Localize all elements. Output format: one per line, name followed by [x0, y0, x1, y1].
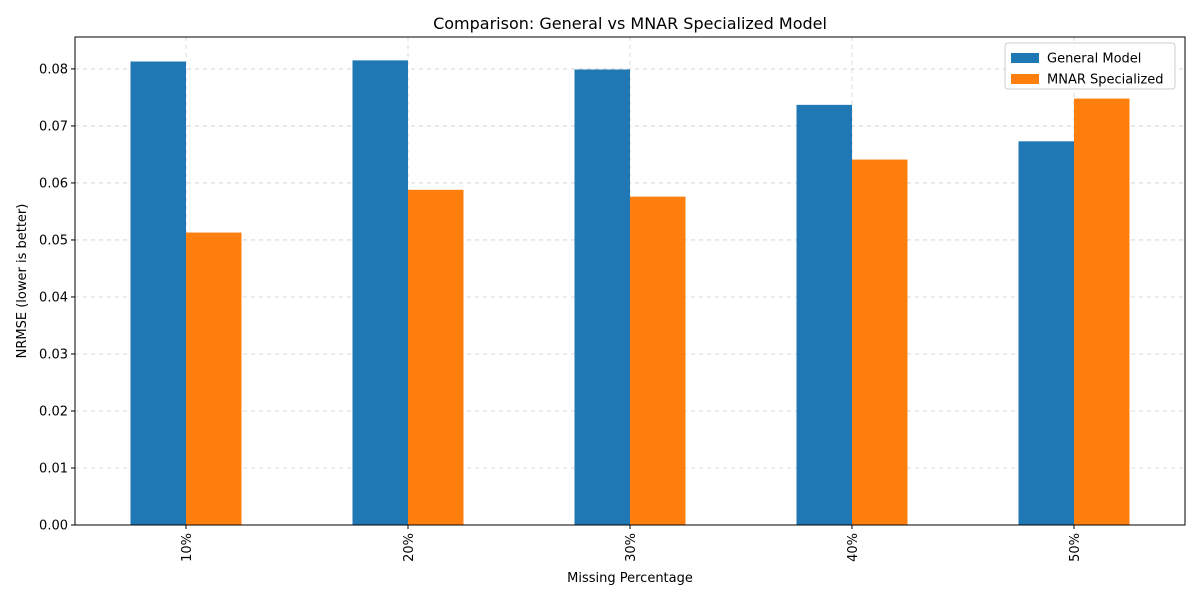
y-axis-label: NRMSE (lower is better) [15, 204, 30, 359]
x-tick-label: 10% [180, 533, 195, 562]
bar-mnar-specialized [408, 189, 464, 526]
x-tick-label: 50% [1068, 533, 1083, 562]
y-tick-label: 0.00 [39, 519, 68, 534]
x-tick-label: 20% [402, 533, 417, 562]
y-tick-label: 0.01 [39, 461, 68, 476]
legend-swatch [1011, 74, 1039, 84]
x-tick-label: 40% [846, 533, 861, 562]
legend-label: General Model [1047, 52, 1141, 67]
y-tick-label: 0.08 [39, 62, 68, 77]
bar-mnar-specialized [852, 159, 908, 525]
bar-general-model [796, 104, 852, 525]
y-tick-label: 0.07 [39, 119, 68, 134]
x-axis-label: Missing Percentage [567, 571, 693, 586]
bar-mnar-specialized [1074, 98, 1130, 525]
y-tick-label: 0.03 [39, 347, 68, 362]
bars [130, 60, 1130, 526]
bar-general-model [130, 61, 186, 526]
legend-box [1004, 42, 1176, 90]
x-axis-ticks: 10% 20% 30% 40% 50% [180, 525, 1083, 562]
y-tick-label: 0.02 [39, 404, 68, 419]
bar-mnar-specialized [630, 196, 686, 526]
bar-general-model [352, 60, 408, 525]
x-tick-label: 30% [624, 533, 639, 562]
legend: General Model MNAR Specialized [1004, 42, 1176, 90]
y-tick-label: 0.06 [39, 176, 68, 191]
y-axis-ticks: 0.00 0.01 0.02 0.03 0.04 0.05 0.06 0.07 0.08 [39, 62, 75, 534]
bar-general-model [1018, 141, 1074, 526]
y-tick-label: 0.04 [39, 290, 68, 305]
legend-swatch [1011, 53, 1039, 63]
bar-mnar-specialized [186, 232, 242, 525]
bar-general-model [574, 69, 630, 525]
y-tick-label: 0.05 [39, 233, 68, 248]
legend-label: MNAR Specialized [1047, 73, 1164, 88]
chart-title: Comparison: General vs MNAR Specialized … [433, 14, 827, 33]
